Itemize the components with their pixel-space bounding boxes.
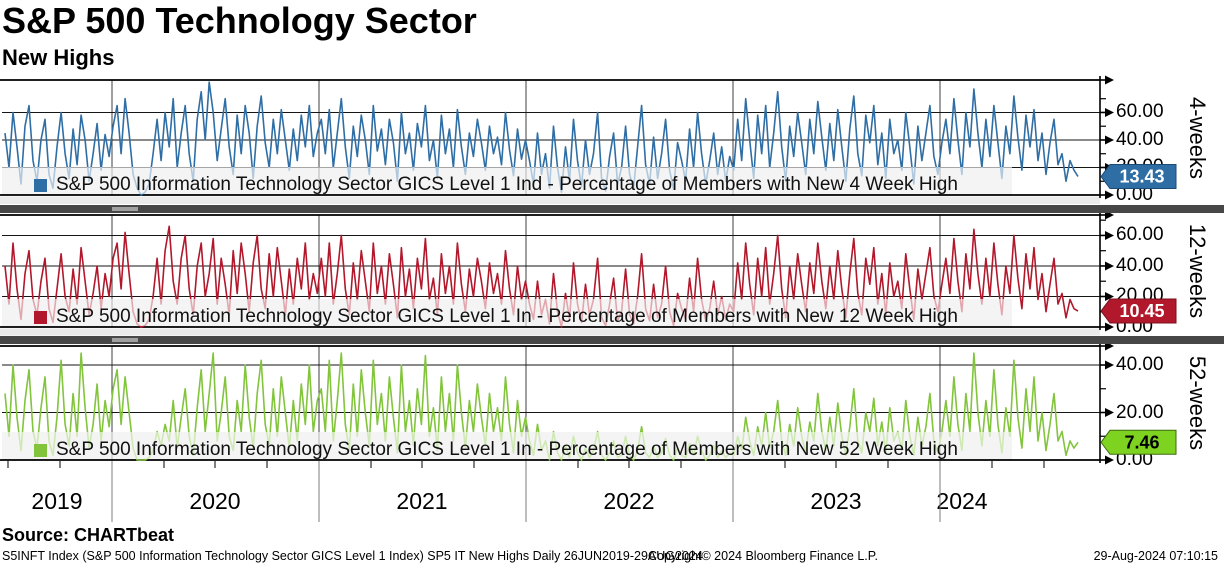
legend-label-52-weeks: S&P 500 Information Technology Sector GI… — [56, 439, 958, 460]
panel-gap-strip — [0, 196, 1100, 204]
splitter-handle-icon[interactable] — [112, 207, 138, 211]
x-tick-label: 2019 — [31, 488, 83, 514]
footer-index-description: S5INFT Index (S&P 500 Information Techno… — [2, 549, 703, 563]
y-tick-arrow-icon — [1105, 190, 1114, 200]
y-tick-arrow-icon — [1105, 360, 1114, 370]
source-label: Source: CHARTbeat — [2, 525, 175, 545]
y-tick-label: 20.00 — [1116, 401, 1164, 423]
y-tick-arrow-icon — [1105, 107, 1114, 117]
last-value-badge-52-weeks — [1100, 429, 1177, 455]
last-value-text-12-weeks: 10.45 — [1119, 301, 1164, 321]
x-tick-label: 2021 — [396, 488, 448, 514]
footer-copyright: Copyright© 2024 Bloomberg Finance L.P. — [648, 549, 878, 563]
page-subtitle: New Highs — [2, 45, 115, 70]
splitter-handle-icon[interactable] — [112, 338, 138, 342]
legend-band-fade — [0, 167, 1012, 194]
last-value-text-4-weeks: 13.43 — [1119, 167, 1164, 187]
panel-splitter-2[interactable] — [0, 336, 1224, 344]
y-tick-label: 0.00 — [1116, 184, 1153, 205]
panel-splitter-1[interactable] — [0, 205, 1224, 213]
legend-swatch-52-weeks — [34, 443, 47, 457]
y-tick-label: 60.00 — [1116, 224, 1164, 246]
page-title: S&P 500 Technology Sector — [2, 0, 477, 41]
y-tick-arrow-icon — [1105, 291, 1114, 301]
y-tick-label: 40.00 — [1116, 254, 1164, 276]
y-tick-label: 60.00 — [1116, 101, 1164, 123]
legend-52-weeks: S&P 500 Information Technology Sector GI… — [34, 439, 958, 461]
legend-label-12-weeks: S&P 500 Information Technology Sector GI… — [56, 306, 958, 327]
legend-swatch-12-weeks — [34, 310, 47, 324]
legend-swatch-4-weeks — [34, 178, 47, 192]
x-tick-label: 2020 — [189, 488, 241, 514]
y-tick-arrow-icon — [1105, 261, 1114, 271]
legend-4-weeks: S&P 500 Information Technology Sector GI… — [34, 174, 958, 196]
y-tick-arrow-icon — [1105, 230, 1114, 240]
x-tick-label: 2022 — [603, 488, 655, 514]
last-value-text-52-weeks: 7.46 — [1124, 432, 1159, 452]
y-tick-arrow-icon — [1105, 322, 1114, 332]
legend-12-weeks: S&P 500 Information Technology Sector GI… — [34, 306, 958, 328]
y-tick-label: 40.00 — [1116, 128, 1164, 150]
legend-band-fade — [0, 432, 1012, 459]
y-tick-label: 40.00 — [1116, 354, 1164, 375]
x-tick-label: 2024 — [936, 488, 988, 514]
y-tick-arrow-icon — [1105, 135, 1114, 145]
panel-gap-strip — [0, 328, 1100, 336]
x-tick-label: 2023 — [810, 488, 862, 514]
footer-timestamp: 29-Aug-2024 07:10:15 — [1093, 549, 1218, 563]
last-value-badge-4-weeks — [1100, 164, 1177, 190]
y-tick-arrow-icon — [1105, 455, 1114, 465]
y-tick-arrow-icon — [1105, 408, 1114, 417]
legend-band-fade — [0, 299, 1012, 326]
legend-label-4-weeks: S&P 500 Information Technology Sector GI… — [56, 174, 958, 195]
y-tick-arrow-icon — [1105, 75, 1114, 85]
last-value-badge-12-weeks — [1100, 298, 1177, 324]
